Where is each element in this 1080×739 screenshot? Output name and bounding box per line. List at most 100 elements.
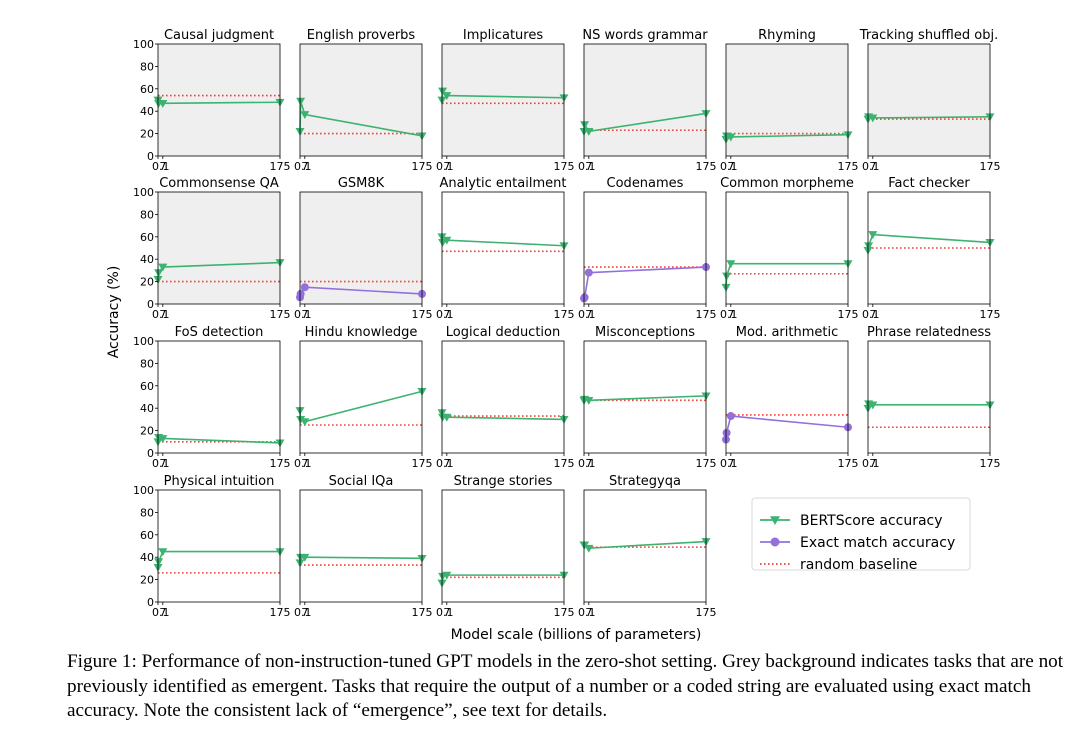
legend-bert-label: BERTScore accuracy	[800, 513, 943, 529]
data-point	[726, 412, 735, 421]
panel-misconceptions: Misconceptions 0.17 175	[578, 325, 717, 470]
x-tick-label: 7	[585, 457, 592, 470]
panel-frame	[583, 489, 707, 603]
data-point	[584, 127, 594, 136]
panel-title: Causal judgment	[164, 28, 274, 43]
x-tick-label: 7	[301, 160, 308, 173]
data-point	[300, 553, 310, 562]
data-point	[868, 401, 878, 410]
x-tick-label: 7	[585, 160, 592, 173]
panel-title: Social IQa	[329, 474, 394, 489]
x-tick-label: 7	[443, 160, 450, 173]
panel-title: NS words grammar	[582, 28, 708, 43]
x-tick-label: 0.1	[720, 160, 738, 173]
panel-frame	[583, 340, 707, 454]
x-tick-label: 175	[696, 308, 717, 321]
panel-background	[442, 341, 564, 453]
panel-gsm8k: GSM8K 0.17 175	[294, 176, 433, 321]
x-tick-label: 7	[727, 457, 734, 470]
panel-title: Implicatures	[463, 28, 543, 43]
panel-strange-stories: Strange stories 0.17 175	[436, 474, 575, 619]
y-tick-label: 0	[147, 596, 154, 609]
y-tick-label: 20	[140, 276, 154, 289]
data-point	[580, 541, 590, 550]
figure-grid: Accuracy (%) Model scale (billions of pa…	[106, 28, 1001, 643]
legend-random-label: random baseline	[800, 557, 917, 573]
x-tick-label: 175	[270, 160, 291, 173]
panel-title: GSM8K	[338, 176, 385, 191]
panel-title: Strange stories	[454, 474, 553, 489]
data-point	[726, 133, 736, 142]
data-point	[722, 272, 732, 281]
x-tick-label: 0.1	[720, 457, 738, 470]
data-point	[442, 236, 452, 245]
x-tick-label: 175	[412, 160, 433, 173]
y-tick-label: 100	[133, 186, 154, 199]
panel-causal-judgment: Causal judgment 0.17 175 0 20 40 60 80 100	[133, 28, 291, 173]
panel-title: Codenames	[607, 176, 684, 191]
x-tick-label: 175	[412, 457, 433, 470]
panel-fos-detection: FoS detection 0.17 175 0 20 40 60 80 100	[133, 325, 291, 470]
data-point	[300, 283, 309, 292]
x-tick-label: 0.1	[436, 457, 454, 470]
x-tick-label: 175	[412, 308, 433, 321]
panel-frame	[441, 43, 565, 157]
panel-title: Analytic entailment	[440, 176, 567, 191]
panel-background	[300, 192, 422, 304]
panel-background	[584, 490, 706, 602]
panel-frame	[157, 489, 281, 603]
y-tick-label: 40	[140, 551, 154, 564]
x-tick-label: 0.1	[578, 457, 596, 470]
panel-background	[442, 490, 564, 602]
x-tick-label: 7	[869, 160, 876, 173]
data-point	[442, 413, 452, 422]
panel-commonsense-qa: Commonsense QA 0.17 175 0 20 40 60 80 100	[133, 176, 291, 321]
x-tick-label: 0.1	[862, 457, 880, 470]
panel-background	[726, 341, 848, 453]
y-tick-label: 100	[133, 484, 154, 497]
x-tick-label: 0.1	[720, 308, 738, 321]
panel-background	[300, 490, 422, 602]
panel-frame	[299, 489, 423, 603]
y-tick-label: 80	[140, 506, 154, 519]
y-tick-label: 0	[147, 150, 154, 163]
legend-exact-label: Exact match accuracy	[800, 535, 955, 551]
y-tick-label: 60	[140, 380, 154, 393]
panel-title: Phrase relatedness	[867, 325, 991, 340]
panel-background	[442, 192, 564, 304]
data-point	[868, 231, 878, 240]
panel-title: Fact checker	[888, 176, 970, 191]
y-tick-label: 100	[133, 38, 154, 51]
x-tick-label: 0.1	[436, 160, 454, 173]
panel-english-proverbs: English proverbs 0.17 175	[294, 28, 433, 173]
y-tick-label: 60	[140, 231, 154, 244]
panel-background	[868, 44, 990, 156]
x-tick-label: 0.1	[152, 308, 170, 321]
panel-frame	[299, 43, 423, 157]
panel-implicatures: Implicatures 0.17 175	[436, 28, 575, 173]
x-tick-label: 7	[159, 606, 166, 619]
panel-title: English proverbs	[307, 28, 416, 43]
data-point	[442, 92, 452, 101]
x-tick-label: 175	[554, 160, 575, 173]
y-tick-label: 20	[140, 574, 154, 587]
panel-common-morpheme: Common morpheme 0.17 175	[720, 176, 859, 321]
figure-caption: Figure 1: Performance of non-instruction…	[67, 651, 1064, 721]
x-axis-label: Model scale (billions of parameters)	[451, 627, 702, 643]
panel-background	[584, 192, 706, 304]
legend-exact-marker	[770, 537, 780, 547]
x-tick-label: 175	[554, 308, 575, 321]
panel-ns-words-grammar: NS words grammar 0.17 175	[578, 28, 717, 173]
x-tick-label: 175	[696, 606, 717, 619]
x-tick-label: 7	[869, 308, 876, 321]
panel-title: Tracking shuffled obj.	[859, 28, 998, 43]
panel-frame	[441, 191, 565, 305]
x-tick-label: 7	[301, 308, 308, 321]
x-tick-label: 7	[869, 457, 876, 470]
y-tick-label: 40	[140, 402, 154, 415]
x-tick-label: 7	[585, 606, 592, 619]
panel-frame	[441, 489, 565, 603]
panel-mod-arithmetic: Mod. arithmetic 0.17 175	[720, 325, 859, 470]
legend-bert-marker	[770, 516, 780, 525]
legend: BERTScore accuracy Exact match accuracy ra…	[751, 497, 971, 573]
